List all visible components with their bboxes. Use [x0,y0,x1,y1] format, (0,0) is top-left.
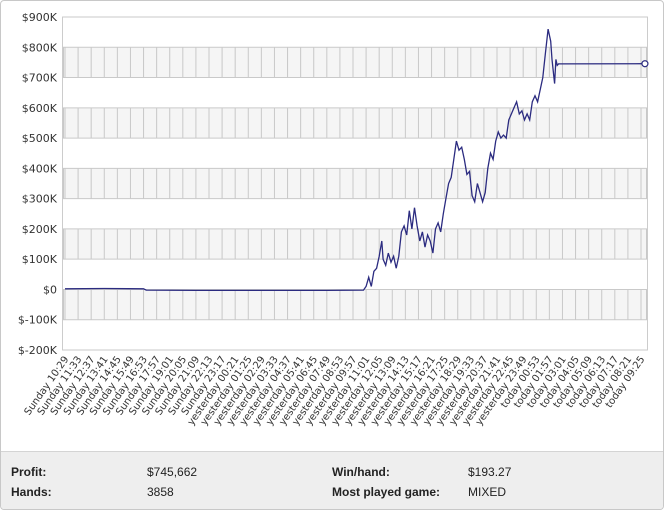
hands-label: Hands: [11,485,52,499]
y-tick-label: $-100K [18,314,58,327]
grid-band [63,198,647,229]
grid-band [63,319,647,350]
profit-label: Profit: [11,465,47,479]
y-tick-label: $800K [22,41,58,54]
win-per-hand-value: $193.27 [468,465,512,479]
win-per-hand-label: Win/hand: [332,465,390,479]
grid-band [63,17,647,48]
y-tick-label: $300K [22,193,58,206]
plot-area [62,16,648,351]
grid-band [63,259,647,290]
stats-panel: Profit: $745,662 Win/hand: $193.27 Hands… [1,451,663,509]
y-axis-ticks: $900K $800K $700K $600K $500K $400K $300K $200K… [18,11,58,357]
y-tick-label: $-200K [18,344,58,357]
end-point-marker[interactable] [641,60,649,68]
y-tick-label: $200K [22,223,58,236]
y-tick-label: $900K [22,11,58,24]
y-grid [63,16,647,351]
profit-value: $745,662 [147,465,198,479]
y-tick-label: $100K [22,253,58,266]
grid-band [63,77,647,108]
hands-value: 3858 [147,485,174,499]
y-tick-label: $0 [43,283,57,296]
most-played-game-label: Most played game: [332,485,441,499]
profit-chart: $900K $800K $700K $600K $500K $400K $300K $200K… [18,11,649,428]
x-grid [64,17,642,350]
grid-band [63,138,647,169]
most-played-game-value: MIXED [468,485,507,499]
y-tick-label: $700K [22,72,58,85]
y-tick-label: $500K [22,132,58,145]
y-tick-label: $600K [22,102,58,115]
y-tick-label: $400K [22,162,58,175]
profit-line [64,28,645,292]
